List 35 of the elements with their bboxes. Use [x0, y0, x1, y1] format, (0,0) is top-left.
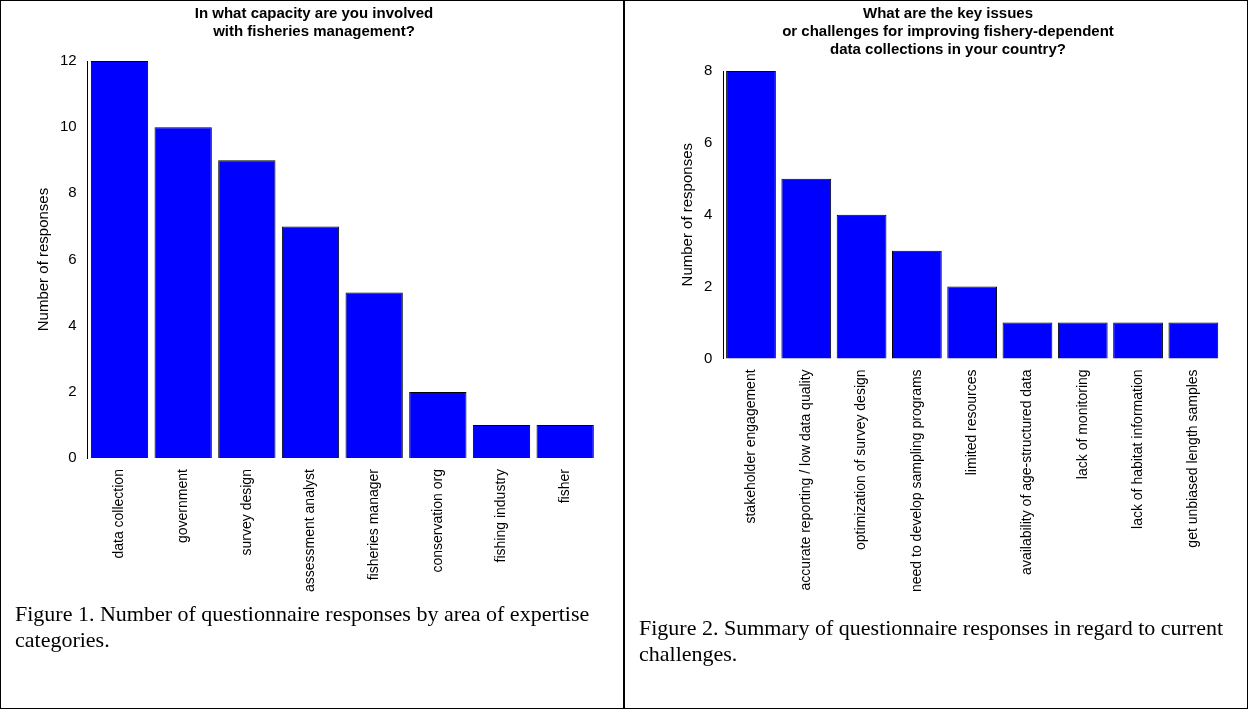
chart-title: In what capacity are you involved with fisheries management? [194, 4, 434, 40]
y-tick-label: 12 [60, 51, 77, 69]
caption: Figure 2. Summary of questionnaire responses in regard to current challenges. [639, 615, 1225, 667]
x-tick-label: assessment analyst [301, 468, 318, 593]
x-tick-label: accurate reporting / low data quality [797, 369, 814, 591]
y-tick-label: 8 [68, 183, 77, 201]
y-tick-label: 6 [68, 249, 77, 267]
x-tick-label: fisheries manager [365, 468, 382, 581]
x-tick-label: conservation org [428, 469, 445, 573]
y-tick-label: 6 [704, 133, 713, 150]
x-tick-label: availability of age-structured data [1018, 369, 1035, 575]
x-tick-label: get unbiased length samples [1184, 369, 1201, 548]
y-axis-title: Number of responses [34, 187, 52, 332]
y-axis-title: Number of responses [678, 143, 696, 287]
x-tick-label: government [174, 468, 191, 543]
chart-title: What are the key issues or challenges for improving fishery-dependent data collections in your country? [782, 4, 1114, 58]
caption: Figure 1. Number of questionnaire responses by area of expertise categories. [15, 601, 591, 653]
x-tick-label: data collection [110, 469, 127, 559]
y-tick-label: 2 [68, 382, 77, 400]
x-tick-label: fishing industry [492, 469, 509, 563]
y-tick-label: 8 [704, 61, 713, 79]
y-tick-label: 10 [60, 117, 77, 135]
y-tick-label: 0 [68, 448, 77, 466]
x-tick-label: stakeholder engagement [741, 369, 758, 524]
x-tick-label: optimization of survey design [852, 369, 869, 550]
x-tick-label: survey design [237, 469, 254, 556]
y-tick-label: 4 [704, 204, 713, 222]
x-tick-label: limited resources [963, 369, 980, 476]
x-tick-label: need to develop sampling programs [907, 369, 924, 592]
y-tick-label: 2 [704, 276, 713, 294]
x-tick-label: lack of monitoring [1073, 369, 1090, 480]
x-tick-label: fisher [556, 468, 573, 504]
x-tick-label: lack of habitat information [1128, 369, 1145, 529]
y-tick-label: 4 [68, 315, 77, 333]
y-tick-label: 0 [704, 348, 713, 366]
